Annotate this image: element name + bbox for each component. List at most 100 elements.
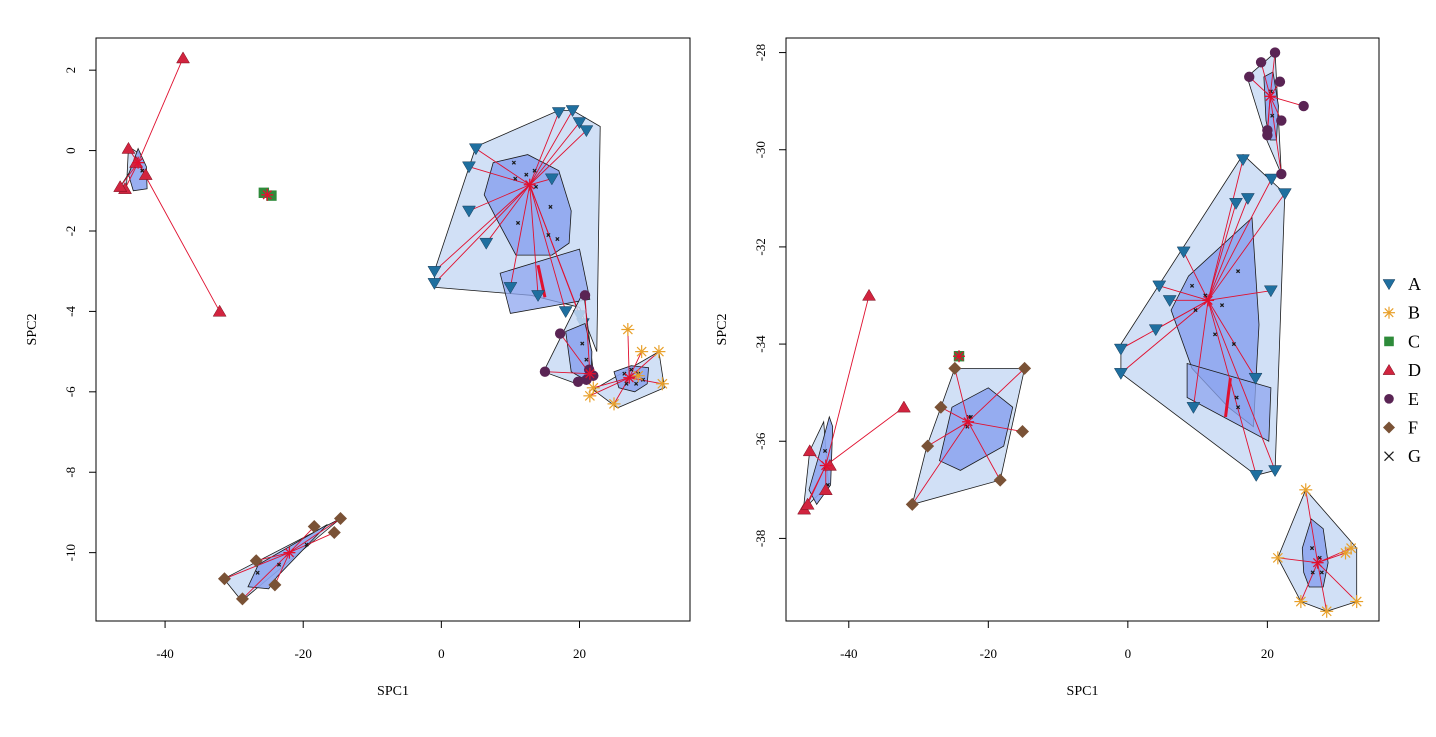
group-b-inner-point bbox=[1310, 570, 1315, 575]
group-a-point bbox=[1263, 285, 1278, 298]
group-c-point bbox=[266, 190, 277, 201]
x-tick-label: 0 bbox=[1125, 646, 1132, 661]
group-a-inner-point bbox=[548, 204, 553, 209]
x-axis-label: SPC1 bbox=[377, 684, 409, 699]
group-f-segment bbox=[289, 518, 341, 554]
group-e-point bbox=[554, 328, 566, 339]
group-a-segment bbox=[1207, 198, 1249, 301]
group-d-centroid bbox=[819, 459, 832, 472]
group-a-inner-point bbox=[555, 236, 560, 242]
group-e-point bbox=[1269, 47, 1281, 58]
group-d-point bbox=[113, 180, 128, 192]
y-tick-label: -28 bbox=[753, 44, 768, 61]
group-a-segment bbox=[1207, 300, 1256, 379]
group-b-segment bbox=[613, 377, 630, 405]
group-a-inner-point bbox=[524, 172, 529, 177]
group-a bbox=[1113, 153, 1292, 482]
group-f-point bbox=[327, 526, 341, 540]
group-b-inner-point bbox=[624, 381, 629, 386]
legend-marker bbox=[1382, 363, 1396, 375]
y-tick-label: 0 bbox=[63, 147, 78, 154]
group-e-inner-point bbox=[584, 357, 589, 362]
group-f-point bbox=[948, 361, 962, 375]
y-axis-label: SPC2 bbox=[25, 314, 40, 346]
group-d-inner-point bbox=[822, 448, 828, 454]
group-a-point bbox=[1264, 173, 1279, 186]
group-a-inner-point bbox=[1189, 283, 1195, 288]
group-f-point bbox=[905, 497, 919, 511]
y-axis-label: SPC2 bbox=[715, 314, 730, 346]
group-f-segment bbox=[911, 421, 969, 505]
group-a-point bbox=[1152, 280, 1167, 293]
group-b-centroid bbox=[623, 371, 636, 384]
group-a-point bbox=[565, 105, 580, 118]
group-a-inner-point bbox=[515, 220, 521, 226]
group-e-point bbox=[1244, 71, 1255, 83]
group-a-segment bbox=[1159, 285, 1209, 301]
group-b-point bbox=[1320, 604, 1334, 618]
group-d bbox=[797, 288, 911, 515]
group-b-inner-point bbox=[634, 381, 639, 386]
group-d-point bbox=[138, 168, 153, 180]
group-f-segment bbox=[256, 552, 290, 562]
group-a-point bbox=[1229, 198, 1243, 210]
y-tick-label: -8 bbox=[63, 467, 78, 478]
group-c-point bbox=[258, 187, 270, 198]
group-f-point bbox=[921, 439, 935, 453]
group-a-segment bbox=[1207, 193, 1286, 301]
group-e-centroid bbox=[1264, 90, 1277, 103]
group-f-segment bbox=[954, 368, 969, 422]
legend-label: D bbox=[1408, 360, 1421, 380]
group-f-segment bbox=[927, 421, 969, 447]
legend-label: F bbox=[1408, 418, 1418, 438]
group-b-point bbox=[583, 389, 597, 403]
group-b-point bbox=[1294, 595, 1308, 609]
group-a-point bbox=[462, 161, 476, 174]
group-a-segment bbox=[1207, 159, 1244, 301]
legend-marker bbox=[1384, 451, 1394, 462]
group-f-point bbox=[934, 400, 948, 414]
group-f-point bbox=[993, 473, 1007, 487]
group-a-segment bbox=[468, 184, 530, 212]
y-tick-label: -10 bbox=[63, 544, 78, 561]
legend-item-a: A bbox=[1382, 274, 1421, 294]
group-d-point bbox=[121, 141, 136, 154]
group-d-segment bbox=[825, 295, 870, 466]
legend-marker bbox=[1384, 394, 1394, 404]
group-a-segment bbox=[1207, 300, 1276, 471]
group-a-point bbox=[1176, 246, 1191, 259]
group-c-centroid bbox=[953, 350, 966, 363]
y-tick-label: -32 bbox=[753, 238, 768, 255]
group-a-segment bbox=[1208, 290, 1271, 301]
group-a-median bbox=[1224, 377, 1232, 418]
group-a-point bbox=[551, 107, 566, 120]
group-e-point bbox=[572, 376, 584, 387]
group-a-point bbox=[531, 290, 545, 302]
group-e bbox=[539, 289, 599, 387]
group-a-segment bbox=[1155, 299, 1209, 330]
group-a-segment bbox=[529, 178, 552, 186]
legend-label: B bbox=[1408, 303, 1420, 323]
group-a-segment bbox=[1207, 178, 1272, 301]
group-f-segment bbox=[274, 552, 290, 585]
group-d-centroid bbox=[132, 156, 145, 169]
group-d-point bbox=[176, 51, 190, 64]
right-scatter-plot: -40 -20 0 20 -28 -30 -32 -34 -36 -38 SPC1 SPC2 bbox=[715, 37, 1380, 699]
group-b-point bbox=[621, 323, 635, 336]
group-b-point bbox=[1344, 541, 1358, 555]
plot-frame bbox=[785, 37, 1380, 622]
group-a-box bbox=[1186, 362, 1272, 442]
y-tick-label: -38 bbox=[753, 530, 768, 547]
group-a-point bbox=[1236, 154, 1250, 167]
x-tick-label: -20 bbox=[295, 646, 312, 661]
group-a-segment bbox=[434, 184, 531, 272]
group-a-segment bbox=[529, 112, 560, 185]
group-b-inner-hull bbox=[1301, 518, 1329, 588]
group-e-centroid bbox=[583, 367, 596, 380]
group-a-segment bbox=[529, 110, 573, 185]
y-tick-label: 2 bbox=[63, 67, 78, 74]
group-a-segment bbox=[434, 184, 531, 284]
group-a-segment bbox=[529, 130, 587, 186]
group-a-segment bbox=[1207, 300, 1257, 476]
legend-item-c: C bbox=[1384, 331, 1420, 351]
